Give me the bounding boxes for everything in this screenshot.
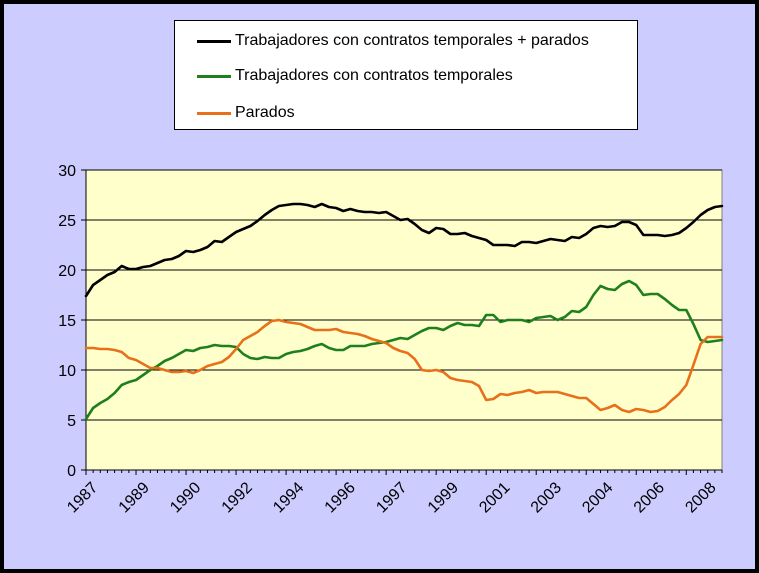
legend-swatch-total	[197, 39, 231, 43]
legend-item-parados: Parados	[197, 103, 295, 123]
legend-label-total: Trabajadores con contratos temporales + …	[235, 32, 589, 49]
legend: Trabajadores con contratos temporales + …	[174, 20, 638, 130]
x-tick-label: 1994	[270, 479, 307, 516]
y-tick-label: 30	[58, 163, 76, 180]
x-tick-label: 1990	[167, 479, 204, 516]
legend-swatch-parados	[197, 111, 231, 115]
x-tick-label: 2006	[631, 479, 668, 516]
series-line-total	[84, 202, 724, 298]
x-tick-label: 2004	[579, 479, 616, 516]
x-tick-label: 1992	[219, 479, 256, 516]
chart-background: 0 5 10 15 20 25 30 1987 1989 1990 1992 1994 1996 1997…	[4, 4, 755, 569]
x-tick-label: 1996	[322, 479, 359, 516]
x-tick-label: 1997	[373, 479, 410, 516]
y-tick-label: 25	[58, 213, 76, 230]
y-tick-label: 15	[58, 313, 76, 330]
y-tick-label: 0	[67, 463, 76, 480]
x-tick-label: 1987	[64, 479, 101, 516]
legend-label-parados: Parados	[235, 104, 295, 121]
series-line-temporales	[84, 279, 724, 421]
y-tick-label: 20	[58, 263, 76, 280]
x-tick-label: 2001	[476, 479, 513, 516]
x-tick-label: 2003	[528, 479, 565, 516]
y-tick-label: 10	[58, 363, 76, 380]
x-tick-label: 2008	[682, 479, 719, 516]
legend-item-total: Trabajadores con contratos temporales + …	[197, 31, 589, 51]
x-tick-label: 1989	[116, 479, 153, 516]
legend-item-temporales: Trabajadores con contratos temporales	[197, 66, 513, 86]
x-tick-label: 1999	[425, 479, 462, 516]
legend-swatch-temporales	[197, 74, 231, 78]
y-tick-label: 5	[67, 413, 76, 430]
series-line-parados	[84, 318, 724, 414]
line-chart: 0 5 10 15 20 25 30 1987 1989 1990 1992 1994 1996 1997…	[58, 163, 724, 516]
series-lines	[84, 202, 724, 421]
legend-label-temporales: Trabajadores con contratos temporales	[235, 67, 513, 84]
